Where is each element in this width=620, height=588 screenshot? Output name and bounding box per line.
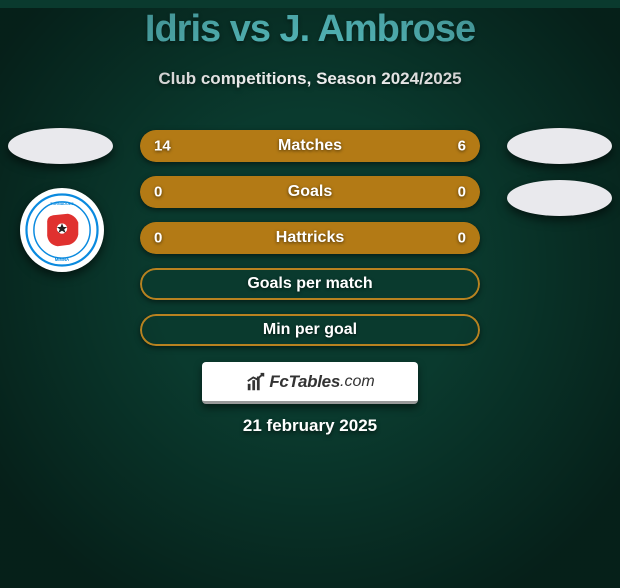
svg-text:MINNA: MINNA (55, 257, 70, 262)
stat-bars: 14 Matches 6 0 Goals 0 0 Hattricks 0 Goa… (140, 130, 480, 360)
date-label: 21 february 2025 (243, 416, 377, 436)
stat-right-value: 6 (458, 138, 466, 155)
stat-left-value: 0 (154, 230, 162, 247)
crest-icon: TORNADOES MINNA (25, 193, 99, 267)
bar-right-fill (310, 176, 480, 208)
stat-row-mpg: Min per goal (140, 314, 480, 346)
club-crest-left: TORNADOES MINNA (20, 188, 104, 272)
stat-right-value: 0 (458, 230, 466, 247)
stat-right-value: 0 (458, 184, 466, 201)
svg-text:TORNADOES: TORNADOES (50, 202, 74, 206)
chart-icon (245, 371, 267, 393)
stat-label: Matches (278, 137, 342, 155)
bar-left-fill (140, 130, 378, 162)
player-right-avatar (507, 128, 612, 164)
stat-label: Min per goal (263, 321, 357, 339)
player-left-name: Idris (145, 8, 220, 50)
stat-left-value: 0 (154, 184, 162, 201)
stat-row-matches: 14 Matches 6 (140, 130, 480, 162)
subtitle: Club competitions, Season 2024/2025 (0, 69, 620, 89)
player-right-name: J. Ambrose (280, 8, 476, 50)
page-title: Idris vs J. Ambrose (0, 8, 620, 51)
stat-left-value: 14 (154, 138, 171, 155)
stat-label: Goals per match (247, 275, 372, 293)
stat-row-hattricks: 0 Hattricks 0 (140, 222, 480, 254)
bar-left-fill (140, 176, 310, 208)
brand-badge[interactable]: FcTables.com (202, 362, 418, 404)
stat-label: Goals (288, 183, 332, 201)
stat-row-gpm: Goals per match (140, 268, 480, 300)
vs-label: vs (230, 8, 270, 50)
brand-suffix: .com (340, 373, 375, 391)
player-left-avatar (8, 128, 113, 164)
club-crest-right (507, 180, 612, 216)
stat-row-goals: 0 Goals 0 (140, 176, 480, 208)
stat-label: Hattricks (276, 229, 344, 247)
brand-name: FcTables (269, 372, 340, 392)
